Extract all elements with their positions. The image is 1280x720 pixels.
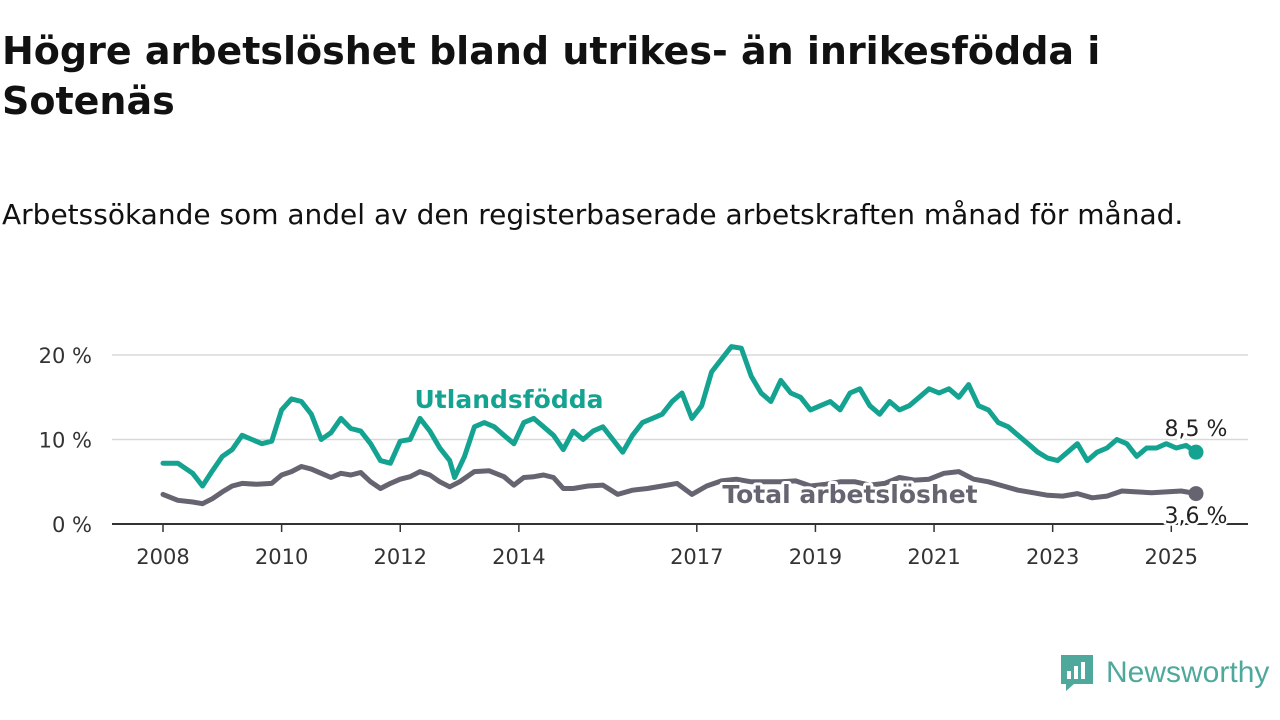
- chart-labels: 0 % 10 % 20 % 2008 2010 2012 2014 2017 2019 2021 2…: [39, 344, 1230, 569]
- x-tick-label: 2023: [1026, 545, 1079, 569]
- x-tick-label: 2021: [907, 545, 960, 569]
- series-end-point: [1188, 444, 1204, 460]
- y-tick-label: 0 %: [52, 513, 92, 537]
- gridlines: [112, 354, 1248, 532]
- y-tick-label: 20 %: [39, 344, 92, 368]
- series-lines: [160, 344, 1204, 507]
- x-tick-label: 2025: [1145, 545, 1198, 569]
- series-label-utlandsfodda: Utlandsfödda: [415, 385, 604, 414]
- x-tick-label: 2014: [492, 545, 545, 569]
- chart-subtitle: Arbetssökande som andel av den registerb…: [2, 198, 1184, 231]
- x-tick-label: 2012: [374, 545, 427, 569]
- x-tick-label: 2019: [789, 545, 842, 569]
- y-tick-label: 10 %: [39, 429, 92, 453]
- brand-name: Newsworthy: [1106, 656, 1270, 689]
- x-tick-label: 2008: [136, 545, 189, 569]
- series-end-point: [1188, 486, 1204, 502]
- x-tick-label: 2010: [255, 545, 308, 569]
- x-tick-label: 2017: [670, 545, 723, 569]
- series-label-total: Total arbetslöshet: [722, 480, 977, 509]
- newsworthy-logo: Newsworthy: [1060, 654, 1269, 692]
- newsworthy-chart-logo-icon: [1061, 655, 1093, 691]
- end-value-label: 3,6 %: [1165, 504, 1228, 529]
- series-line-utlandsfodda: [160, 344, 1199, 489]
- chart-title: Högre arbetslöshet bland utrikes- än inr…: [2, 29, 1101, 123]
- line-chart: 0 % 10 % 20 % 2008 2010 2012 2014 2017 2019 2021 2…: [39, 344, 1248, 569]
- series-line-total: [160, 464, 1199, 507]
- end-value-label: 8,5 %: [1165, 417, 1228, 442]
